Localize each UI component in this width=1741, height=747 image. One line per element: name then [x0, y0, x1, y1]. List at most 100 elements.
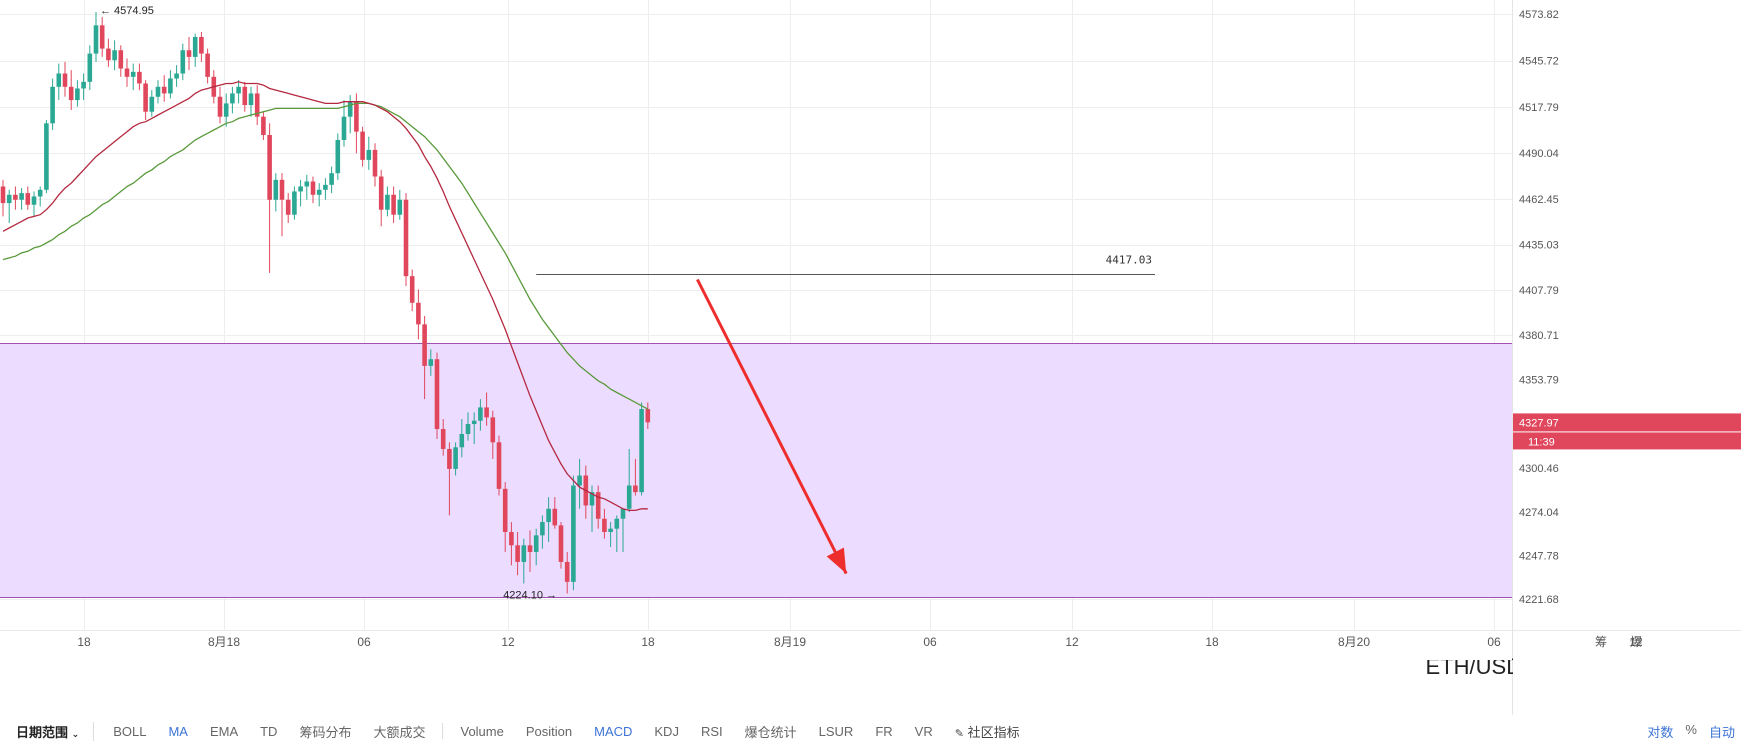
candle-body [199, 36, 204, 54]
candle-body [608, 528, 613, 533]
log-scale-toggle[interactable]: 对数 [1647, 724, 1674, 740]
percent-scale-toggle[interactable]: % [1685, 721, 1697, 737]
candle-body [93, 25, 99, 54]
candle-body [372, 149, 378, 177]
candle-body [639, 409, 644, 493]
liquidation-toggle[interactable]: 爆 [1630, 635, 1642, 649]
candle-body [292, 191, 297, 215]
candle-body [633, 485, 638, 493]
price-tick-label: 4247.78 [1519, 551, 1559, 563]
down-trend-arrow[interactable] [696, 278, 848, 575]
price-axis-ticks: 4573.82 4545.72 4517.79 4490.04 4462.45 4435.… [1519, 9, 1559, 606]
price-tick-label: 4573.82 [1519, 9, 1559, 21]
time-tick-label: 18 [77, 635, 91, 649]
tab-vr[interactable]: VR [914, 723, 933, 739]
candle-body [620, 508, 626, 519]
chevron-down-icon: ⌄ [71, 728, 80, 739]
candle-body [459, 434, 465, 448]
candle-body [44, 123, 49, 190]
candle-body [25, 193, 31, 205]
candle-body [124, 68, 130, 77]
candle-body [527, 545, 533, 552]
price-chart[interactable]: 4417.03 ← 4574.95 4224.10 → ETH/USDT永续，1… [0, 0, 1741, 715]
candle-body [236, 86, 241, 94]
candle-body [341, 116, 347, 140]
candle-body [428, 359, 434, 366]
tab-lsur[interactable]: LSUR [818, 723, 854, 739]
horizontal-line-label: 4417.03 [1106, 254, 1152, 267]
candle-body [161, 86, 167, 94]
auto-scale-toggle[interactable]: 自动 [1708, 724, 1735, 740]
axis-corner-buttons[interactable]: 筹爆 [1595, 635, 1642, 649]
candle-body [180, 50, 186, 74]
candle-body [515, 545, 520, 562]
candle-body [168, 78, 173, 94]
tab-fr[interactable]: FR [875, 723, 893, 739]
candle-body [521, 545, 527, 562]
tab-ma[interactable]: MA [168, 723, 188, 739]
candle-body [37, 189, 43, 197]
candle-body [465, 424, 471, 435]
tab-position[interactable]: Position [525, 723, 573, 739]
candle-body [81, 81, 86, 89]
candle-body [149, 96, 155, 112]
tab-macd[interactable]: MACD [594, 723, 633, 739]
tab-large-trades[interactable]: 大额成交 [373, 724, 426, 740]
arrow-shaft [696, 278, 848, 575]
time-axis-ticks: 18 8月18 06 12 18 8月19 06 12 18 8月20 06 12 [0, 630, 1741, 649]
countdown-badge [1513, 432, 1741, 450]
candle-body [130, 71, 136, 77]
candle-body [279, 179, 285, 200]
candle-body [447, 448, 452, 469]
tab-rsi[interactable]: RSI [700, 723, 723, 739]
candle-body [552, 508, 558, 526]
tab-volume[interactable]: Volume [460, 723, 504, 739]
price-axis[interactable] [1513, 0, 1741, 715]
candle-body [87, 53, 93, 82]
tab-liquidation-stats[interactable]: 爆仓统计 [744, 724, 797, 740]
time-tick-label: 18 [641, 635, 655, 649]
tab-ema[interactable]: EMA [209, 723, 239, 739]
tab-chip-distribution[interactable]: 筹码分布 [299, 724, 352, 740]
time-tick-label: 8月20 [1338, 635, 1370, 649]
tab-td[interactable]: TD [260, 723, 278, 739]
tab-boll[interactable]: BOLL [113, 723, 147, 739]
candle-body [285, 199, 291, 215]
candle-body [68, 86, 74, 101]
candle-body [323, 184, 328, 190]
ma-long-line [2, 102, 649, 410]
current-price-badge [1513, 413, 1741, 432]
candle-body [310, 181, 316, 195]
candle-body [571, 485, 576, 582]
time-tick-label: 18 [1205, 635, 1219, 649]
candle-body [254, 93, 260, 117]
candle-body [267, 134, 272, 200]
candle-body [422, 324, 427, 366]
candle-body [484, 407, 489, 418]
candle-body [471, 420, 477, 425]
axis-mode-group: 对数 % 自动 [1641, 722, 1741, 741]
candle-body [403, 199, 409, 277]
candle-body [360, 131, 365, 160]
candle-body [409, 276, 415, 303]
edit-icon: ✎ [954, 727, 964, 740]
candle-body [496, 442, 502, 489]
ma-short-line [2, 81, 648, 512]
candle-body [137, 71, 142, 84]
chip-toggle[interactable]: 筹 [1595, 635, 1607, 649]
candle-body [75, 88, 80, 101]
candle-body [490, 417, 496, 443]
time-axis[interactable] [0, 630, 1512, 660]
time-tick-label: 12 [501, 635, 515, 649]
low-annotation: 4224.10 → [503, 589, 557, 601]
candle-body [273, 179, 279, 200]
tab-kdj[interactable]: KDJ [654, 723, 679, 739]
candle-body [0, 186, 6, 204]
community-indicators-button[interactable]: ✎ 社区指标 [944, 722, 1031, 741]
candle-body [6, 194, 12, 204]
candle-body [19, 193, 24, 200]
date-range-button[interactable]: 日期范围 ⌄ [0, 721, 95, 741]
candle-body [316, 189, 322, 195]
candle-body [645, 409, 651, 423]
date-range-label: 日期范围 [16, 724, 69, 740]
